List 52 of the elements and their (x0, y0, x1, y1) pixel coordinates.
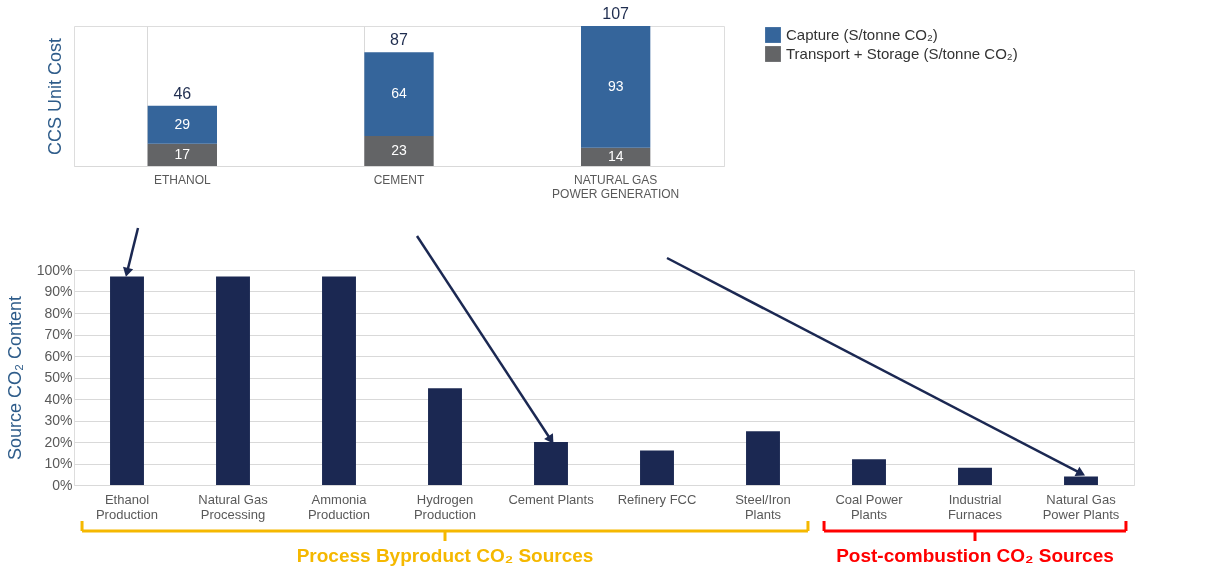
y-tick-label: 0% (52, 476, 73, 493)
bar (581, 26, 651, 148)
bar (216, 276, 250, 485)
y-tick-label: 20% (44, 433, 73, 450)
bar (581, 147, 651, 166)
x-tick-label: Refinery FCC (617, 491, 697, 507)
bar (428, 388, 462, 485)
data-label: 23 (391, 141, 407, 158)
y-tick-label: 40% (44, 390, 73, 407)
x-tick-label: Cement Plants (508, 491, 595, 507)
y-tick-label: 50% (44, 369, 73, 385)
x-tick-label: Natural Gas Processing (198, 491, 269, 522)
y-tick-label: 100% (36, 261, 73, 278)
y-tick-label: 80% (44, 304, 73, 321)
total-label: 46 (173, 84, 192, 102)
y-tick-label: 60% (44, 347, 73, 364)
x-tick-label: Ammonia Production (307, 491, 371, 522)
x-tick-label: Coal Power Plants (835, 491, 904, 522)
bar (364, 52, 434, 136)
x-tick-label: Industrial Furnaces (947, 491, 1003, 522)
bar (147, 105, 217, 144)
data-label: 64 (391, 85, 407, 102)
y-axis-title: CCS Unit Cost (44, 37, 65, 156)
y-tick-label: 10% (44, 455, 73, 471)
y-tick-label: 70% (44, 326, 73, 342)
text: Process Byproduct CO₂ Sources (296, 545, 594, 566)
data-label: 93 (607, 77, 624, 94)
y-axis-title: Source CO₂ Content (4, 295, 25, 461)
total-label: 107 (602, 5, 630, 22)
legend-label: Transport + Storage (S/tonne CO₂) (786, 45, 1018, 62)
data-label: 14 (607, 147, 624, 164)
x-tick-label: Ethanol Production (95, 491, 159, 522)
x-tick-label: CEMENT (373, 172, 425, 187)
bar (322, 276, 356, 485)
bar (746, 431, 780, 485)
bar (640, 450, 674, 485)
bar (364, 135, 434, 166)
x-tick-label: NATURAL GAS POWER GENERATION (552, 172, 680, 201)
x-tick-label: ETHANOL (153, 172, 211, 187)
x-tick-label: Steel/Iron Plants (735, 491, 791, 522)
x-tick-label: Natural Gas Power Plants (1042, 491, 1120, 522)
total-label: 87 (390, 31, 408, 49)
bar (147, 143, 217, 166)
data-label: 17 (174, 145, 191, 162)
text: Post-combustion CO₂ Sources (836, 545, 1114, 566)
legend-label: Capture (S/tonne CO₂) (786, 26, 938, 43)
y-tick-label: 30% (44, 412, 73, 428)
x-tick-label: Hydrogen Production (413, 491, 477, 522)
y-tick-label: 90% (44, 283, 73, 299)
bar (958, 467, 992, 485)
data-label: 29 (174, 115, 191, 132)
bar (852, 459, 886, 485)
